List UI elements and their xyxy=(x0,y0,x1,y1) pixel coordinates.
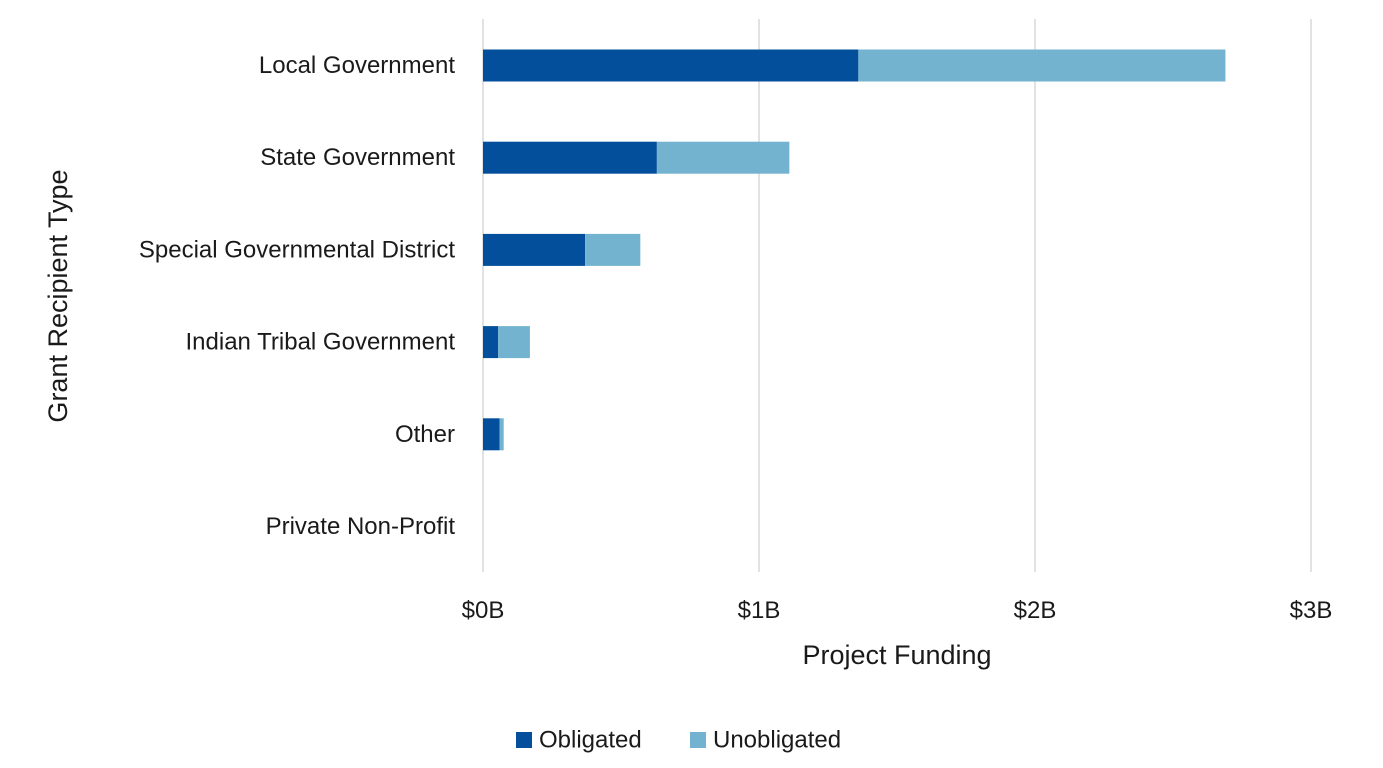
legend: Obligated Unobligated xyxy=(516,727,841,754)
legend-label: Unobligated xyxy=(713,727,841,754)
legend-swatch-unobligated xyxy=(690,732,706,748)
category-label: Local Government xyxy=(259,52,455,79)
x-tick-label: $2B xyxy=(1014,597,1057,624)
bar-obligated-1 xyxy=(483,141,657,174)
category-label: Special Governmental District xyxy=(139,236,455,263)
bar-obligated-3 xyxy=(483,326,499,359)
bar-unobligated-2 xyxy=(585,233,641,266)
x-tick-label: $0B xyxy=(462,597,505,624)
legend-label: Obligated xyxy=(539,727,642,754)
y-axis-title: Grant Recipient Type xyxy=(43,169,73,422)
bars xyxy=(483,49,1226,451)
bar-unobligated-0 xyxy=(858,49,1226,82)
bar-unobligated-1 xyxy=(656,141,790,174)
category-label: State Government xyxy=(260,144,455,171)
x-tick-labels: $0B $1B $2B $3B xyxy=(462,597,1333,624)
gridlines xyxy=(482,19,1312,572)
bar-obligated-0 xyxy=(483,49,859,82)
x-tick-label: $3B xyxy=(1290,597,1333,624)
category-labels: Local Government State Government Special … xyxy=(139,52,455,540)
x-axis-title: Project Funding xyxy=(802,640,991,670)
x-tick-label: $1B xyxy=(738,597,781,624)
bar-obligated-2 xyxy=(483,233,586,266)
category-label: Other xyxy=(395,421,455,448)
bar-obligated-4 xyxy=(483,418,500,451)
bar-unobligated-4 xyxy=(499,418,504,451)
bar-unobligated-3 xyxy=(498,326,530,359)
legend-swatch-obligated xyxy=(516,732,532,748)
category-label: Indian Tribal Government xyxy=(186,329,456,356)
category-label: Private Non-Profit xyxy=(266,513,456,540)
